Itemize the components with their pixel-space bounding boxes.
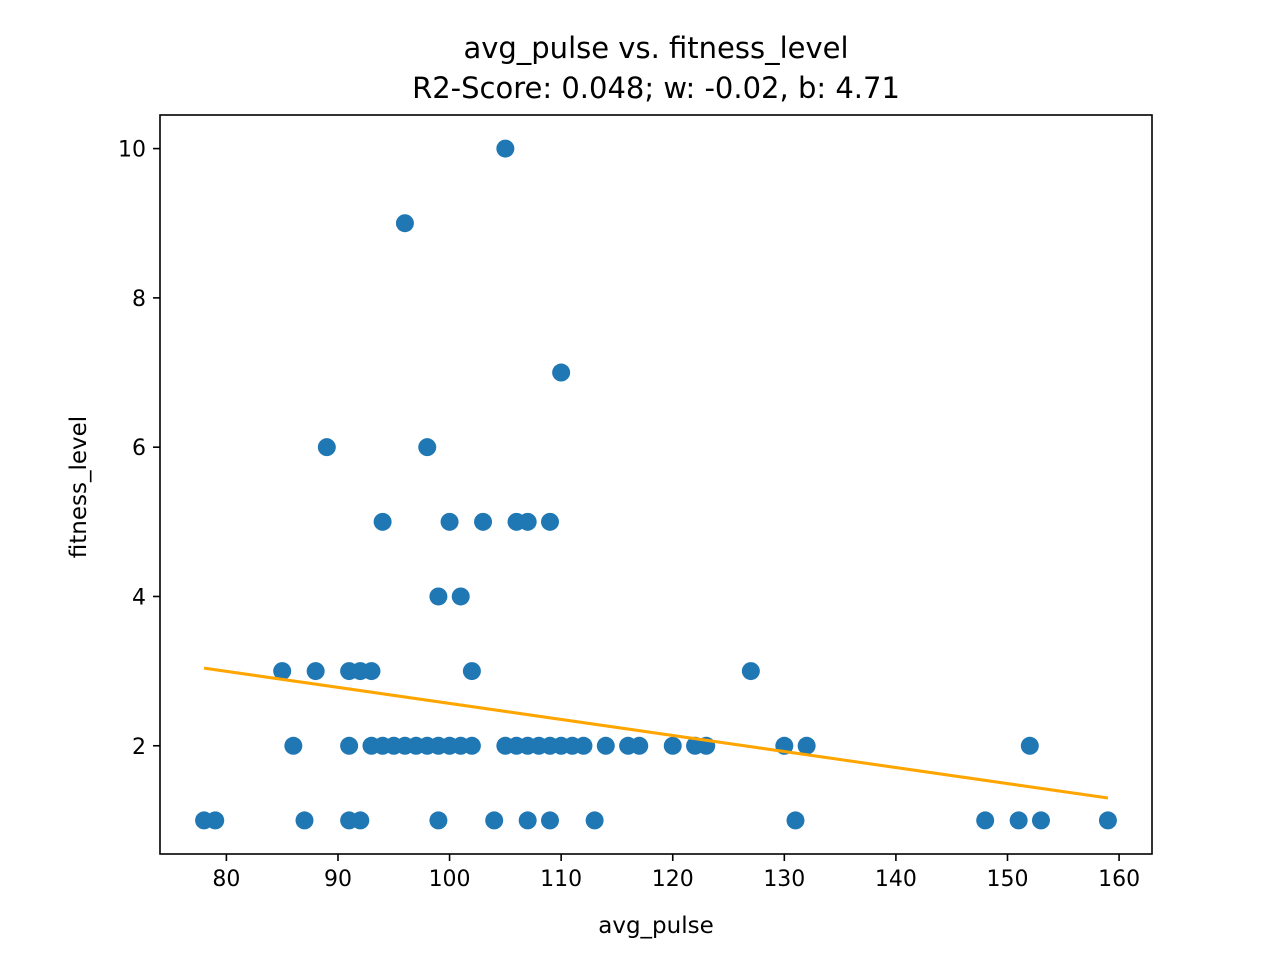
y-tick-label: 8: [132, 287, 146, 312]
x-tick-label: 150: [986, 867, 1028, 892]
scatter-point: [295, 811, 314, 830]
scatter-point: [1031, 811, 1050, 830]
scatter-point: [1009, 811, 1028, 830]
scatter-point: [1098, 811, 1117, 830]
scatter-point: [351, 811, 370, 830]
x-tick-label: 90: [324, 867, 352, 892]
scatter-point: [485, 811, 504, 830]
scatter-point: [540, 512, 559, 531]
chart-subtitle: R2-Score: 0.048; w: -0.02, b: 4.71: [412, 71, 900, 105]
y-tick-label: 4: [132, 585, 146, 610]
scatter-point: [786, 811, 805, 830]
scatter-point: [976, 811, 995, 830]
scatter-point: [630, 736, 649, 755]
x-tick-label: 120: [652, 867, 694, 892]
scatter-point: [663, 736, 682, 755]
x-tick-label: 160: [1098, 867, 1140, 892]
scatter-point: [284, 736, 303, 755]
scatter-point: [306, 662, 325, 681]
scatter-point: [395, 214, 414, 233]
scatter-point: [362, 662, 381, 681]
scatter-point: [552, 363, 571, 382]
axis-layer: 80 90 100 110 120 130 140 150 160 2 4 6 8 10: [118, 114, 1153, 892]
scatter-point: [418, 438, 437, 457]
scatter-point: [518, 811, 537, 830]
chart-title: avg_pulse vs. fitness_level: [463, 31, 848, 65]
scatter-point: [596, 736, 615, 755]
scatter-point: [440, 512, 459, 531]
scatter-point: [340, 736, 359, 755]
x-tick-label: 110: [540, 867, 582, 892]
plot-layer: [195, 139, 1117, 830]
scatter-point: [1020, 736, 1039, 755]
y-tick-label: 2: [132, 735, 146, 760]
plot-frame: [159, 114, 1153, 855]
x-tick-label: 130: [763, 867, 805, 892]
scatter-point: [540, 811, 559, 830]
scatter-point: [462, 736, 481, 755]
y-tick-label: 6: [132, 436, 146, 461]
scatter-point: [373, 512, 392, 531]
regression-line: [203, 666, 1109, 800]
scatter-point: [496, 139, 515, 158]
scatter-point: [206, 811, 225, 830]
scatter-point: [741, 662, 760, 681]
y-tick-label: 10: [118, 138, 146, 163]
x-axis-label: avg_pulse: [598, 913, 714, 939]
scatter-point: [518, 512, 537, 531]
scatter-point: [429, 587, 448, 606]
scatter-point: [585, 811, 604, 830]
scatter-point: [429, 811, 448, 830]
scatter-point: [462, 662, 481, 681]
scatter-point: [574, 736, 593, 755]
y-axis-label: fitness_level: [66, 416, 92, 558]
scatter-point: [451, 587, 470, 606]
scatter-point: [797, 736, 816, 755]
scatter-point: [317, 438, 336, 457]
scatter-point: [474, 512, 493, 531]
x-tick-label: 140: [875, 867, 917, 892]
x-tick-label: 80: [212, 867, 240, 892]
scatter-point: [273, 662, 292, 681]
x-tick-label: 100: [429, 867, 471, 892]
